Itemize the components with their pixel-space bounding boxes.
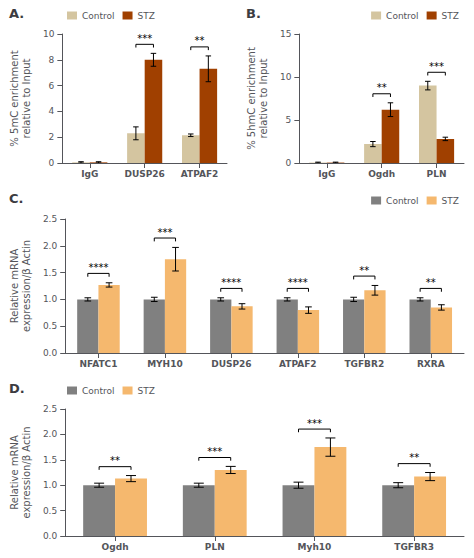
svg-text:0.5: 0.5 xyxy=(43,506,57,516)
svg-text:NFATC1: NFATC1 xyxy=(79,359,117,369)
svg-text:Ogdh: Ogdh xyxy=(368,169,395,179)
svg-text:B.: B. xyxy=(246,6,261,21)
svg-text:PLN: PLN xyxy=(205,542,225,552)
svg-text:STZ: STZ xyxy=(138,11,155,21)
svg-text:expression/β Actin: expression/β Actin xyxy=(21,426,32,518)
svg-text:0: 0 xyxy=(49,158,55,168)
svg-text:MYH10: MYH10 xyxy=(147,359,183,369)
svg-text:A.: A. xyxy=(9,6,24,21)
svg-text:relative to Input: relative to Input xyxy=(21,58,32,138)
svg-text:TGFBR2: TGFBR2 xyxy=(344,359,384,369)
svg-text:STZ: STZ xyxy=(138,386,155,396)
svg-text:**: ** xyxy=(359,265,369,276)
svg-text:Control: Control xyxy=(82,11,115,21)
svg-text:***: *** xyxy=(429,61,444,72)
svg-text:2: 2 xyxy=(49,132,55,142)
svg-text:IgG: IgG xyxy=(81,169,98,179)
svg-text:**: ** xyxy=(409,452,419,463)
svg-text:****: **** xyxy=(221,277,241,288)
svg-text:ATPAF2: ATPAF2 xyxy=(181,169,219,179)
svg-text:STZ: STZ xyxy=(442,11,459,21)
svg-text:IgG: IgG xyxy=(318,169,335,179)
svg-text:0.0: 0.0 xyxy=(43,348,58,358)
svg-text:****: **** xyxy=(88,262,108,273)
svg-text:**: ** xyxy=(426,277,436,288)
svg-text:***: *** xyxy=(307,418,322,429)
svg-text:Relative mRNA: Relative mRNA xyxy=(9,435,20,510)
svg-text:5: 5 xyxy=(286,115,292,125)
svg-text:RXRA: RXRA xyxy=(417,359,445,369)
svg-text:1.5: 1.5 xyxy=(43,455,57,465)
svg-text:Control: Control xyxy=(82,386,115,396)
svg-text:***: *** xyxy=(137,33,152,44)
svg-text:2.0: 2.0 xyxy=(43,429,58,439)
svg-text:% 5hmC enrichment: % 5hmC enrichment xyxy=(246,47,257,150)
svg-text:2.5: 2.5 xyxy=(43,404,57,414)
svg-text:DUSP26: DUSP26 xyxy=(211,359,251,369)
svg-text:C.: C. xyxy=(9,191,23,206)
svg-text:10: 10 xyxy=(280,72,292,82)
svg-text:****: **** xyxy=(288,277,308,288)
svg-text:1.5: 1.5 xyxy=(43,268,57,278)
svg-text:10: 10 xyxy=(43,29,55,39)
svg-text:**: ** xyxy=(110,455,120,466)
svg-text:8: 8 xyxy=(49,55,55,65)
svg-text:relative to Input: relative to Input xyxy=(258,58,269,138)
svg-text:TGFBR3: TGFBR3 xyxy=(394,542,434,552)
svg-text:Ogdh: Ogdh xyxy=(102,542,129,552)
svg-text:1.0: 1.0 xyxy=(43,480,58,490)
svg-text:Control: Control xyxy=(386,196,419,206)
svg-text:Myh10: Myh10 xyxy=(298,542,332,552)
svg-text:DUSP26: DUSP26 xyxy=(124,169,164,179)
svg-text:Relative mRNA: Relative mRNA xyxy=(9,249,20,324)
svg-text:0.0: 0.0 xyxy=(43,531,58,541)
svg-text:***: *** xyxy=(157,227,172,238)
svg-text:0: 0 xyxy=(286,158,292,168)
svg-text:15: 15 xyxy=(280,29,291,39)
svg-text:6: 6 xyxy=(49,81,55,91)
svg-text:***: *** xyxy=(207,446,222,457)
svg-text:0.5: 0.5 xyxy=(43,321,57,331)
svg-text:1.0: 1.0 xyxy=(43,294,58,304)
svg-text:D.: D. xyxy=(9,381,25,396)
svg-text:2.5: 2.5 xyxy=(43,214,57,224)
svg-text:4: 4 xyxy=(49,106,55,116)
svg-text:PLN: PLN xyxy=(427,169,447,179)
svg-text:expression/β Actin: expression/β Actin xyxy=(21,240,32,332)
svg-text:ATPAF2: ATPAF2 xyxy=(279,359,317,369)
svg-text:2.0: 2.0 xyxy=(43,241,58,251)
svg-text:**: ** xyxy=(195,35,205,46)
svg-text:Control: Control xyxy=(386,11,419,21)
svg-text:% 5mC enrichment: % 5mC enrichment xyxy=(9,50,20,146)
svg-text:**: ** xyxy=(377,82,387,93)
svg-text:STZ: STZ xyxy=(442,196,459,206)
